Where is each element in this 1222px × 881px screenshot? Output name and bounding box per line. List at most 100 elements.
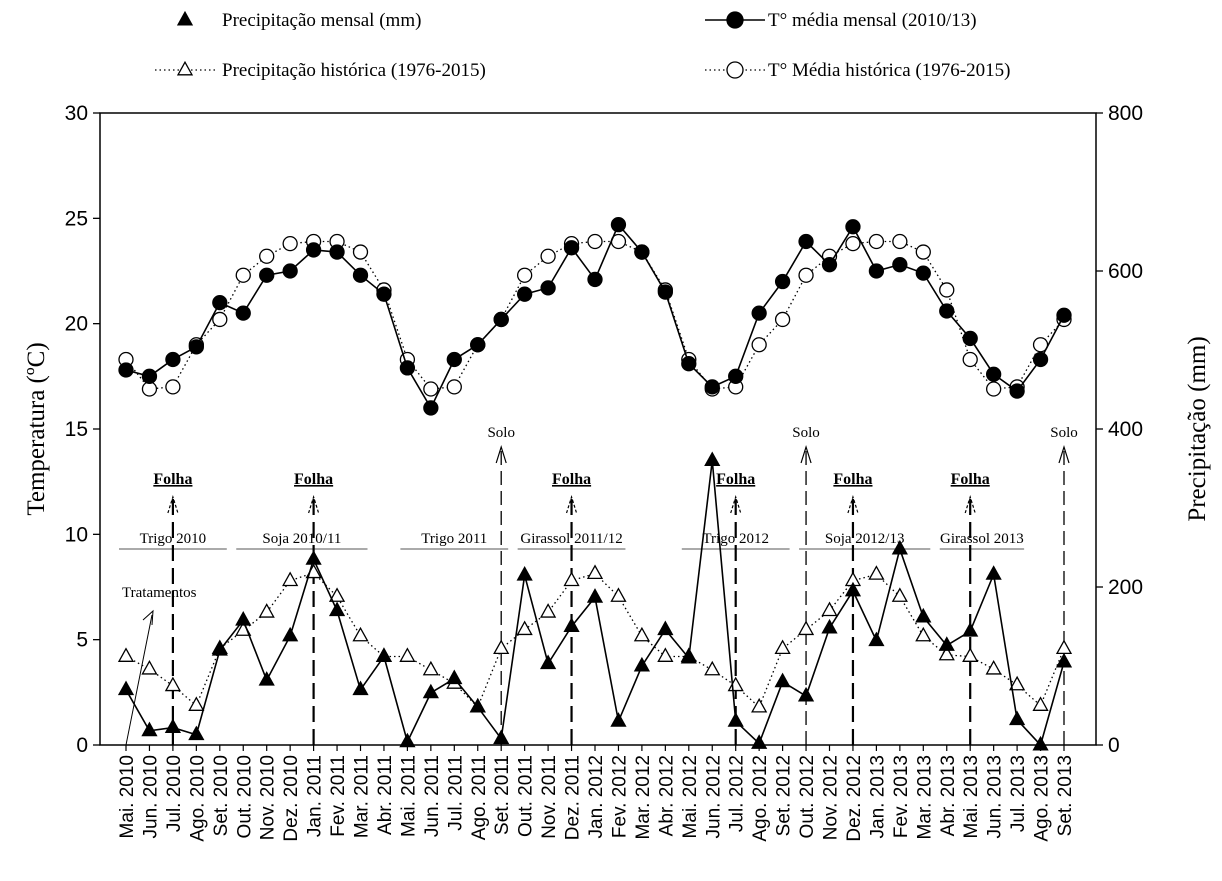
series-3-point <box>939 303 955 319</box>
x-tick-label: Jun. 2012 <box>703 755 724 838</box>
annotations-layer: Trigo 2010 Soja 2010/11 Trigo 2011 Girassol… <box>119 425 1078 746</box>
x-tick-label: Nov. 2010 <box>258 755 279 840</box>
series-2-point <box>1055 639 1073 655</box>
series-4-point <box>352 244 369 260</box>
series-3-point <box>399 360 416 376</box>
x-tick-label: Nov. 2012 <box>821 755 842 840</box>
series-3-point <box>774 273 791 290</box>
sampling-label-solo: Solo <box>1050 425 1078 441</box>
x-tick-label: Set. 2011 <box>492 755 513 835</box>
left-tick-label: 10 <box>65 523 88 546</box>
right-tick-label: 400 <box>1108 418 1143 441</box>
series-3-point <box>235 305 251 321</box>
series-2-point <box>891 587 908 602</box>
series-3-point <box>1056 307 1072 323</box>
series-1-point <box>797 686 815 702</box>
series-4-point <box>446 379 462 395</box>
series-2-point <box>1008 675 1026 691</box>
sampling-arrowhead <box>1058 444 1070 464</box>
series-1-point <box>1008 710 1026 726</box>
series-1-point <box>469 697 486 713</box>
series-4-point <box>868 233 885 250</box>
x-tick-label: Jun. 2011 <box>422 755 443 837</box>
series-1-point <box>844 581 862 597</box>
series-1-point <box>727 712 744 727</box>
series-2-point <box>657 647 674 662</box>
series-2-point <box>117 647 135 662</box>
right-tick-label: 0 <box>1108 734 1120 757</box>
crop-period-label: Trigo 2011 <box>421 531 487 547</box>
series-1-point <box>1055 652 1073 668</box>
series-1-point <box>962 622 979 637</box>
x-tick-label: Ago. 2010 <box>187 755 208 842</box>
x-tick-label: Mai. 2013 <box>961 755 982 838</box>
series-3-point <box>376 286 392 302</box>
legend-label: Precipitação histórica (1976-2015) <box>222 60 486 81</box>
series-1-point <box>563 617 580 632</box>
series-1-point <box>141 721 158 737</box>
right-tick-label: 600 <box>1108 260 1143 283</box>
series-1-point <box>446 669 463 685</box>
series-1-point <box>235 611 252 626</box>
series-2-point <box>188 696 205 711</box>
series-3-point <box>212 294 228 311</box>
sampling-arrowhead <box>847 494 859 514</box>
series-3-point <box>728 368 744 384</box>
x-tick-label: Dez. 2010 <box>281 755 302 842</box>
series-2-point <box>797 620 815 636</box>
series-2-point <box>938 645 955 661</box>
series-3-point <box>962 330 978 347</box>
series-1-point <box>938 636 955 651</box>
series-1-point <box>258 671 275 686</box>
left-tick-label: 15 <box>65 418 88 441</box>
x-tick-label: Mar. 2011 <box>352 755 373 838</box>
left-tick-label: 25 <box>65 207 88 230</box>
x-tick-label: Jul. 2012 <box>727 755 748 832</box>
series-1-point <box>891 539 908 555</box>
series-3-point <box>259 267 275 283</box>
series-1-point <box>539 654 557 670</box>
series-1-point <box>704 451 721 467</box>
series-1-point <box>586 588 604 603</box>
series-3-point <box>540 280 556 296</box>
legend-marker <box>726 11 744 29</box>
series-4-point <box>259 248 275 264</box>
series-2-point <box>610 587 627 602</box>
crop-period-label: Trigo 2010 <box>140 531 207 547</box>
series-2-point <box>586 564 604 580</box>
x-tick-label: Abr. 2012 <box>656 755 677 836</box>
x-tick-label: Out. 2011 <box>516 755 537 837</box>
series-2-point <box>493 639 510 655</box>
series-4-point <box>423 381 439 397</box>
x-tick-label: Jul. 2013 <box>1008 755 1029 832</box>
x-tick-label: Fev. 2013 <box>891 755 912 838</box>
series-3-point <box>892 257 908 273</box>
sampling-arrowhead <box>167 494 179 514</box>
series-4-point <box>939 282 955 298</box>
x-tick-label: Nov. 2011 <box>539 755 560 839</box>
x-tick-label: Dez. 2012 <box>844 755 865 842</box>
series-line-1 <box>125 460 1065 747</box>
series-4-point <box>235 267 251 283</box>
series-1-point <box>493 729 510 745</box>
series-2-point <box>352 626 369 642</box>
left-tick-label: 20 <box>65 313 88 336</box>
series-3-point <box>188 339 205 355</box>
series-4-point <box>798 267 814 283</box>
left-tick-label: 0 <box>76 734 88 757</box>
series-3-point <box>282 263 298 279</box>
series-1-point <box>352 680 369 696</box>
series-1-point <box>117 680 135 696</box>
legend-marker <box>726 61 744 79</box>
crop-period-label: Soja 2012/13 <box>825 531 905 547</box>
sampling-label-folha: Folha <box>951 471 990 488</box>
x-tick-label: Fev. 2012 <box>609 755 630 838</box>
series-1-point <box>868 631 885 647</box>
series-2-point <box>962 647 979 662</box>
series-2-point <box>282 571 299 587</box>
sampling-label-folha: Folha <box>552 471 591 488</box>
series-4-point <box>962 351 978 368</box>
series-1-point <box>610 712 627 727</box>
x-tick-label: Mai. 2010 <box>117 755 138 838</box>
series-2-point <box>164 676 182 692</box>
